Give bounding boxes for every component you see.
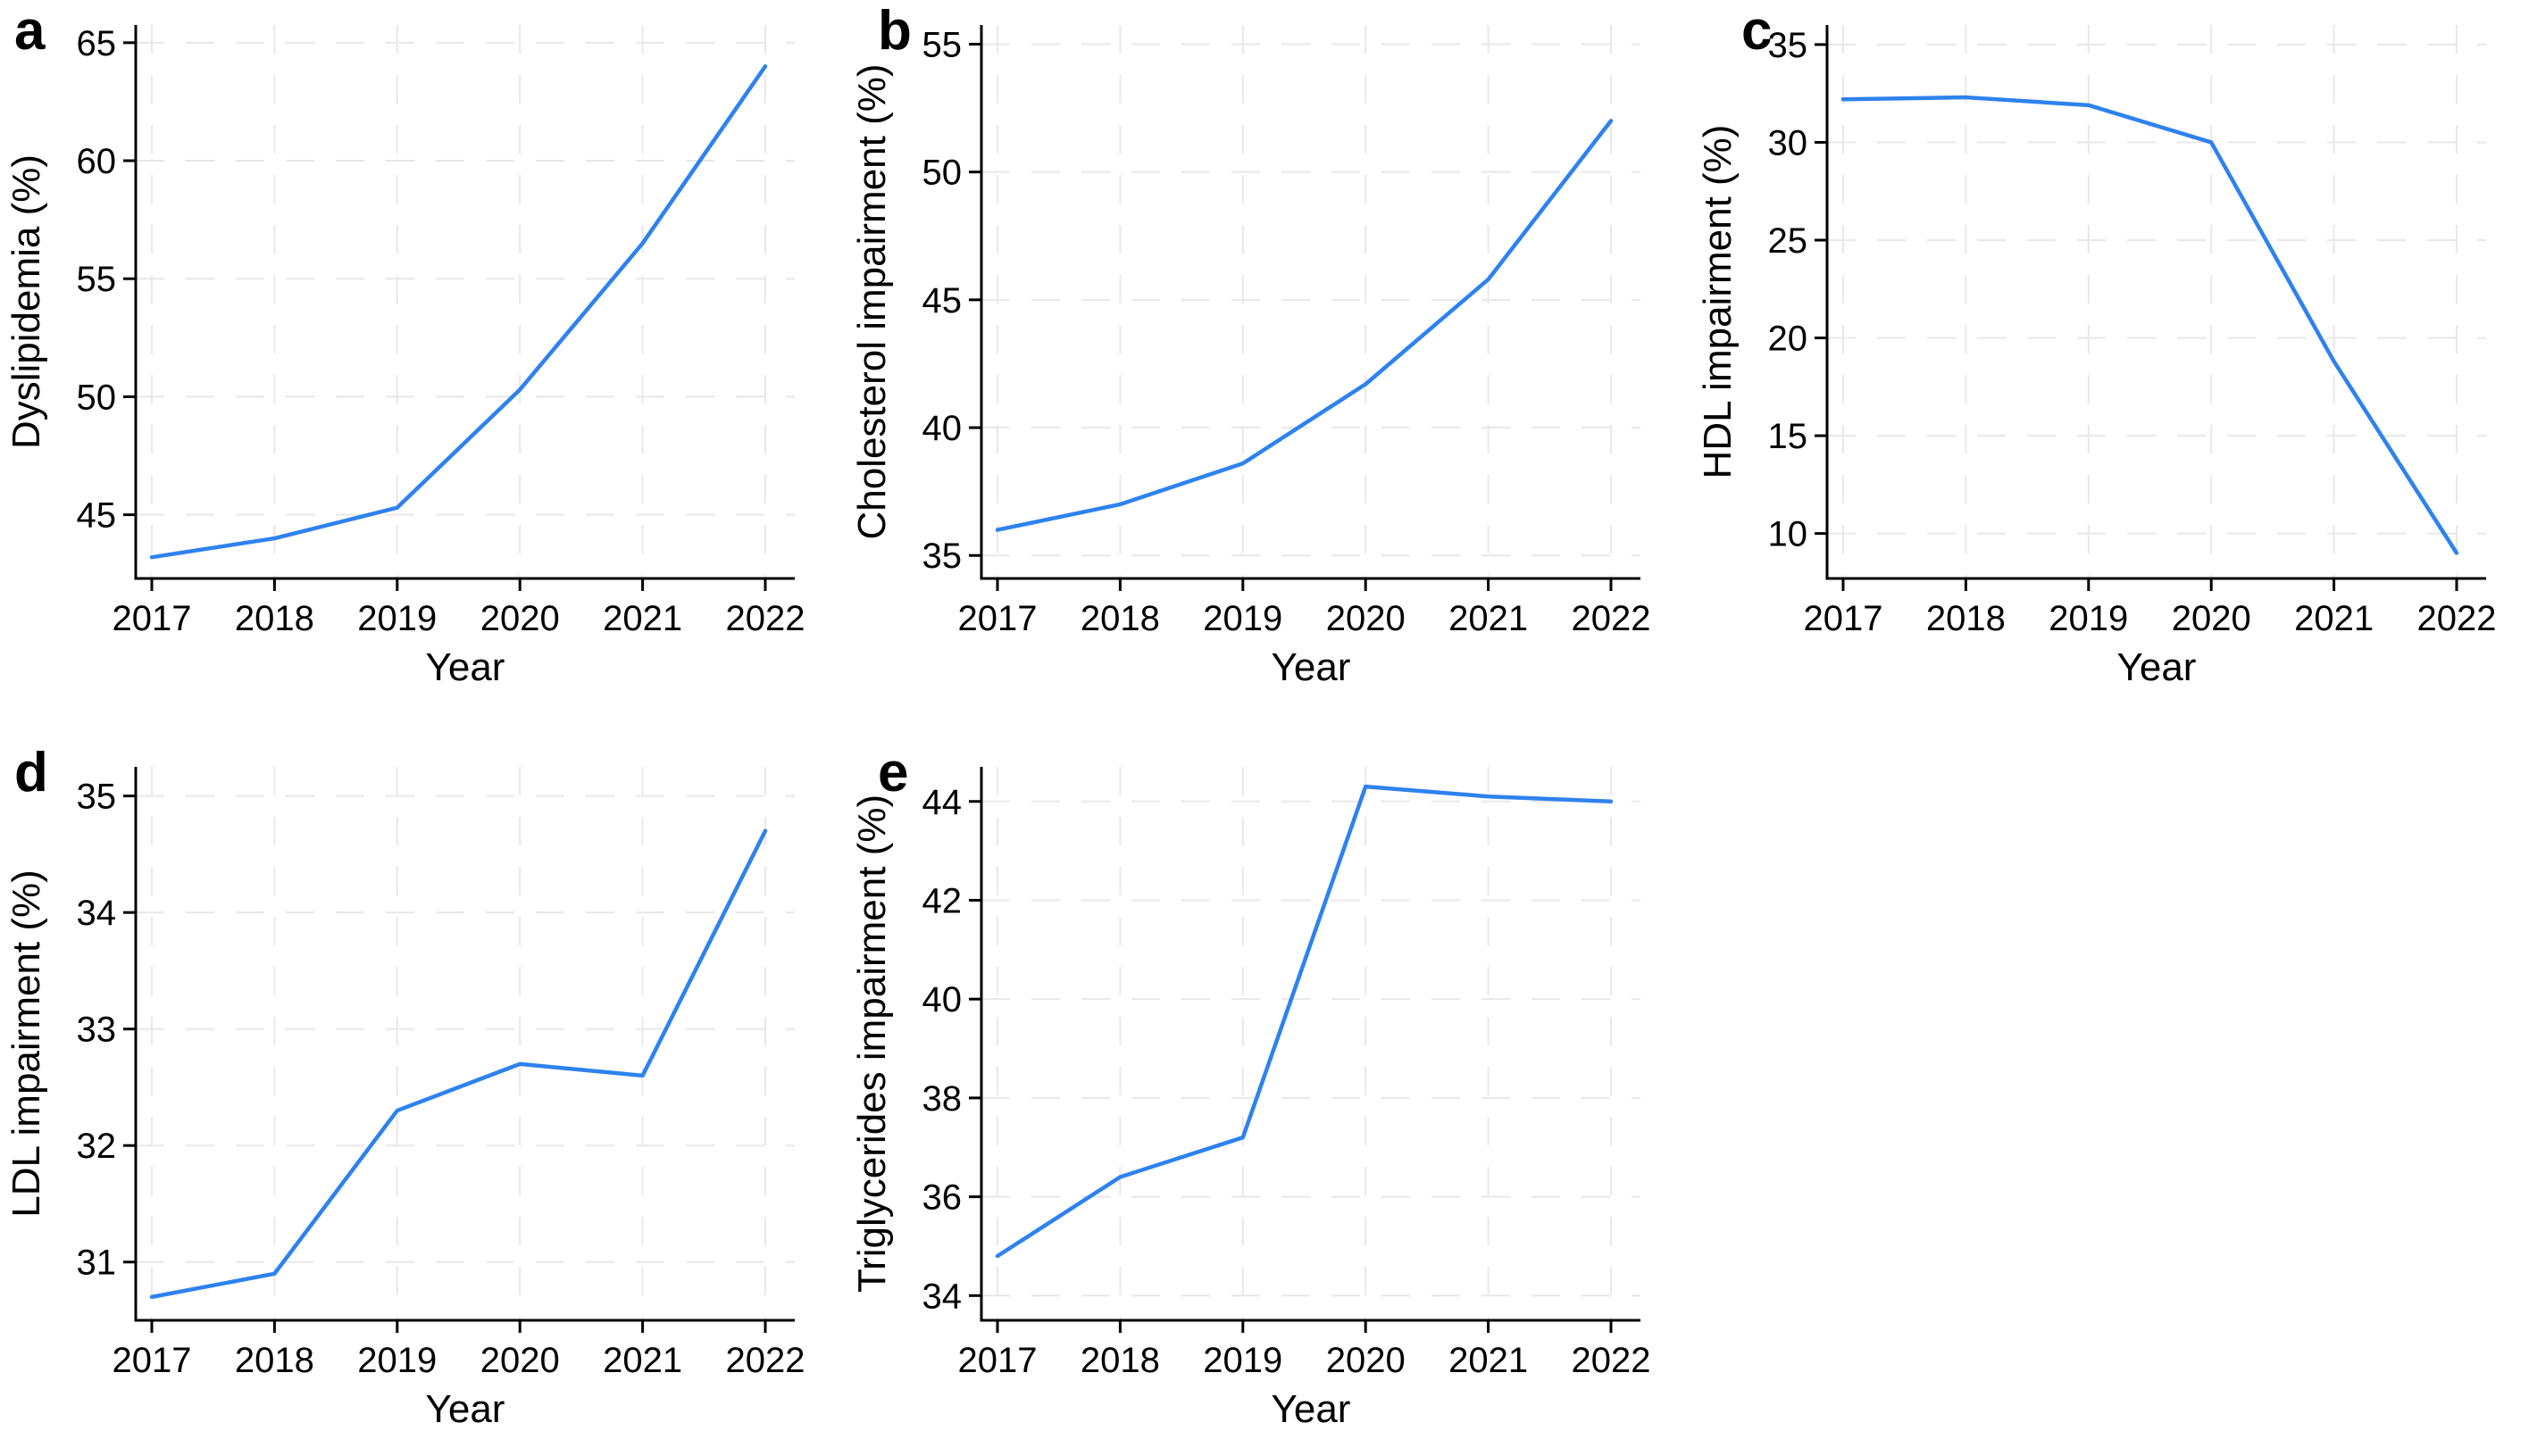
x-axis-title: Year xyxy=(426,1387,505,1431)
y-tick-label: 34 xyxy=(77,894,117,933)
x-axis-title: Year xyxy=(426,645,505,689)
x-tick-label: 2018 xyxy=(235,599,314,638)
x-tick-label: 2021 xyxy=(1448,1341,1528,1380)
x-tick-label: 2020 xyxy=(1326,599,1406,638)
panel-a: a 45 50 55 60 65 2017 2018 2019 2020 2021 2022 Dysl… xyxy=(0,0,846,714)
x-tick-label: 2020 xyxy=(1326,1341,1406,1380)
y-tick-label: 50 xyxy=(922,154,963,193)
y-axis-title: Dyslipidemia (%) xyxy=(4,154,48,449)
panel-e: e 34 36 38 40 42 44 2017 2018 2019 2020 2021 2022 Tr… xyxy=(846,742,1691,1456)
y-tick-label: 20 xyxy=(1768,320,1808,359)
y-tick-label: 31 xyxy=(77,1244,117,1283)
x-tick-label: 2019 xyxy=(1203,1341,1282,1380)
y-tick-label: 45 xyxy=(922,281,963,320)
y-tick-label: 40 xyxy=(922,980,963,1019)
x-tick-label: 2017 xyxy=(958,1341,1038,1380)
y-tick-label: 36 xyxy=(922,1178,963,1218)
data-line xyxy=(1840,95,2459,555)
x-tick-label: 2017 xyxy=(113,599,192,638)
panel-d: d 31 32 33 34 35 2017 2018 2019 2020 2021 2022 LDL … xyxy=(0,742,846,1456)
x-tick-label: 2020 xyxy=(2172,599,2251,638)
y-tick-label: 55 xyxy=(77,260,117,299)
data-line xyxy=(995,119,1614,532)
y-tick-label: 44 xyxy=(922,783,963,822)
x-tick-label: 2022 xyxy=(726,1341,805,1380)
y-tick-label: 55 xyxy=(922,25,963,64)
panel-letter-b: b xyxy=(878,0,912,62)
data-line xyxy=(995,784,1614,1259)
panel-b-chart: 35 40 45 50 55 2017 2018 2019 2020 2021 2022 Choles… xyxy=(850,25,1651,689)
y-tick-label: 65 xyxy=(77,24,117,63)
data-line xyxy=(149,64,768,560)
x-tick-label: 2018 xyxy=(1926,599,2006,638)
x-tick-label: 2021 xyxy=(603,1341,682,1380)
y-tick-label: 15 xyxy=(1768,417,1808,456)
x-tick-label: 2017 xyxy=(113,1341,192,1380)
y-tick-label: 50 xyxy=(77,378,117,417)
x-tick-label: 2019 xyxy=(1203,599,1282,638)
y-tick-label: 34 xyxy=(922,1277,963,1316)
x-tick-label: 2022 xyxy=(1572,599,1651,638)
y-tick-label: 32 xyxy=(77,1127,117,1166)
y-axis-title: Cholesterol impairment (%) xyxy=(850,63,894,539)
x-tick-label: 2018 xyxy=(1081,599,1160,638)
y-axis-title: HDL impairment (%) xyxy=(1696,125,1740,479)
x-tick-label: 2018 xyxy=(235,1341,314,1380)
y-tick-label: 25 xyxy=(1768,221,1808,261)
panel-e-chart: 34 36 38 40 42 44 2017 2018 2019 2020 2021 2022 Trig… xyxy=(850,767,1651,1431)
y-tick-label: 35 xyxy=(922,537,963,576)
x-tick-label: 2017 xyxy=(1804,599,1883,638)
x-tick-label: 2022 xyxy=(2417,599,2497,638)
y-tick-label: 10 xyxy=(1768,515,1808,554)
x-tick-label: 2019 xyxy=(2049,599,2128,638)
panel-letter-a: a xyxy=(14,0,46,62)
x-tick-label: 2020 xyxy=(480,1341,560,1380)
x-tick-label: 2019 xyxy=(357,599,437,638)
panel-c: c 10 15 20 25 30 35 2017 2018 2019 2020 2021 2022 HD… xyxy=(1691,0,2537,714)
x-axis-title: Year xyxy=(2117,645,2197,689)
x-tick-label: 2021 xyxy=(1448,599,1528,638)
x-axis-title: Year xyxy=(1272,1387,1351,1431)
x-tick-label: 2021 xyxy=(2294,599,2374,638)
x-tick-label: 2020 xyxy=(480,599,560,638)
y-tick-label: 60 xyxy=(77,142,117,181)
panel-a-chart: 45 50 55 60 65 2017 2018 2019 2020 2021 2022 Dyslip… xyxy=(4,24,805,689)
y-tick-label: 42 xyxy=(922,881,963,920)
x-axis-title: Year xyxy=(1272,645,1351,689)
y-axis-title: Triglycerides impairment (%) xyxy=(850,795,894,1293)
x-tick-label: 2018 xyxy=(1081,1341,1160,1380)
y-tick-label: 35 xyxy=(1768,26,1808,65)
y-tick-label: 33 xyxy=(77,1011,117,1050)
panel-d-chart: 31 32 33 34 35 2017 2018 2019 2020 2021 2022 LDL im… xyxy=(4,767,805,1431)
y-tick-label: 40 xyxy=(922,409,963,448)
x-tick-label: 2022 xyxy=(726,599,805,638)
x-tick-label: 2019 xyxy=(357,1341,437,1380)
panel-letter-d: d xyxy=(14,742,48,803)
y-tick-label: 45 xyxy=(77,496,117,536)
data-line xyxy=(149,828,768,1300)
panel-c-chart: 10 15 20 25 30 35 2017 2018 2019 2020 2021 2022 HDL … xyxy=(1696,25,2497,689)
x-tick-label: 2017 xyxy=(958,599,1038,638)
x-tick-label: 2022 xyxy=(1572,1341,1651,1380)
x-tick-label: 2021 xyxy=(603,599,682,638)
panel-b: b 35 40 45 50 55 2017 2018 2019 2020 2021 2022 Chol… xyxy=(846,0,1691,714)
panel-letter-e: e xyxy=(878,742,909,803)
y-tick-label: 30 xyxy=(1768,123,1808,162)
y-tick-label: 38 xyxy=(922,1079,963,1119)
panel-letter-c: c xyxy=(1741,0,1773,62)
y-axis-title: LDL impairment (%) xyxy=(4,869,48,1218)
y-tick-label: 35 xyxy=(77,778,117,817)
